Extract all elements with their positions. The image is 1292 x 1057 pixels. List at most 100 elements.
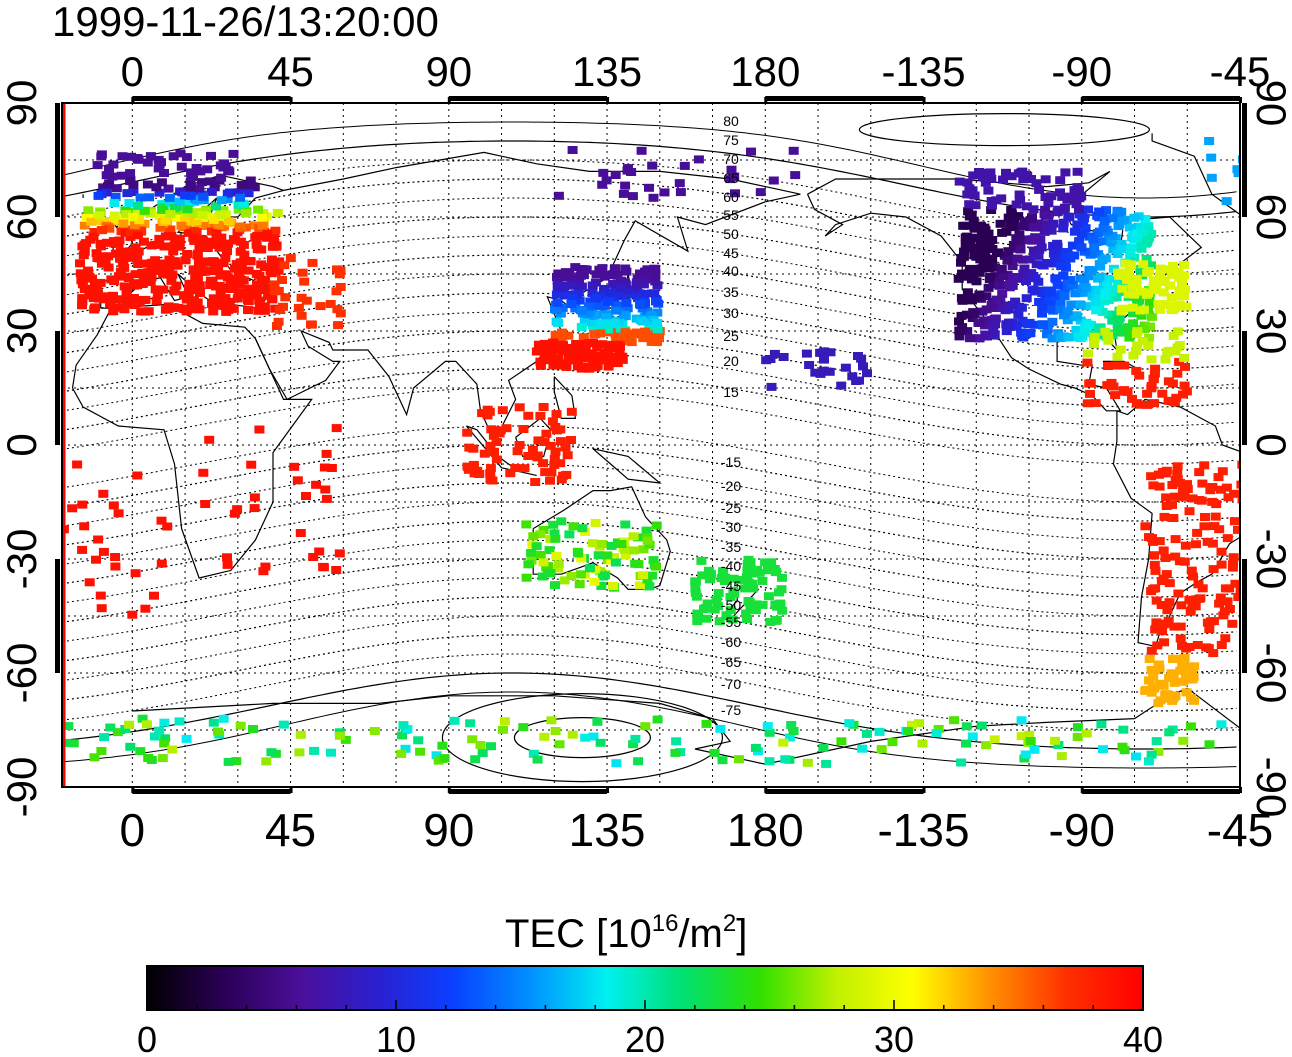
tec-cell	[1012, 234, 1023, 243]
tec-cell	[1069, 251, 1080, 260]
tec-cell	[163, 304, 174, 313]
tec-cell	[1200, 513, 1210, 521]
contour-label: -55	[721, 614, 741, 630]
tec-cell	[1207, 483, 1218, 491]
tec-cell	[156, 559, 167, 568]
tec-cell	[985, 174, 996, 183]
tec-cell	[1026, 269, 1037, 278]
tec-cell	[1149, 399, 1160, 408]
tec-cell	[821, 759, 832, 768]
tec-cell	[1013, 310, 1024, 319]
tec-cell	[1246, 480, 1256, 488]
tec-cell	[1072, 220, 1083, 229]
tec-cell	[122, 189, 133, 198]
tec-cell	[1034, 297, 1045, 306]
tec-cell	[1216, 641, 1227, 649]
tec-cell	[956, 311, 967, 320]
tec-cell	[1178, 485, 1189, 494]
tec-cell	[576, 323, 587, 331]
tec-cell	[1117, 268, 1128, 277]
tec-cell	[176, 221, 187, 230]
tec-cell	[591, 270, 602, 279]
left-lat-label: -30	[0, 529, 45, 590]
tec-cell	[1144, 299, 1155, 308]
tec-cell	[597, 540, 608, 548]
tec-cell	[649, 272, 660, 281]
tec-cell	[185, 191, 196, 200]
tec-cell	[193, 258, 204, 267]
tec-cell	[967, 314, 978, 322]
tec-cell	[532, 755, 543, 764]
tec-cell	[415, 747, 426, 756]
tec-cell	[335, 283, 346, 291]
tec-cell	[1147, 682, 1158, 691]
tec-cell	[1175, 655, 1186, 663]
tec-cell	[597, 180, 608, 189]
tec-cell	[142, 180, 153, 189]
tec-cell	[1172, 343, 1183, 352]
tec-cell	[151, 183, 162, 192]
frame-bar-bottom	[1081, 789, 1240, 794]
tec-cell	[1227, 619, 1238, 628]
tec-cell	[535, 411, 546, 420]
tec-cell	[903, 727, 914, 736]
mlat-contour-ring	[441, 692, 724, 783]
tec-cell	[1134, 371, 1145, 380]
tec-cell	[121, 210, 132, 219]
tec-cell	[521, 520, 532, 529]
tec-cell	[194, 184, 205, 193]
tec-cell	[1143, 222, 1154, 231]
tec-cell	[1182, 480, 1192, 489]
tec-cell	[652, 308, 663, 317]
contour-label: -35	[721, 539, 741, 555]
tec-cell	[607, 270, 618, 279]
tec-cell	[701, 719, 712, 728]
frame-tick	[922, 787, 926, 793]
tec-cell	[167, 257, 178, 266]
tec-cell	[252, 245, 263, 254]
tec-cell	[977, 232, 987, 241]
tec-cell	[494, 429, 505, 438]
tec-cell	[128, 212, 139, 221]
tec-cell	[1121, 275, 1132, 284]
tec-cell	[1042, 330, 1052, 339]
tec-cell	[726, 165, 737, 174]
tec-cell	[1233, 593, 1240, 601]
tec-cell	[1028, 205, 1039, 214]
tec-cell	[704, 575, 715, 583]
tec-cell	[75, 259, 85, 268]
tec-cell	[67, 504, 78, 513]
tec-cell	[720, 573, 731, 582]
tec-cell	[220, 254, 231, 263]
tec-cell	[396, 749, 407, 758]
tec-cell	[566, 347, 577, 356]
tec-cell	[181, 153, 192, 162]
tec-cell	[1186, 668, 1197, 676]
top-lon-label: 0	[121, 48, 144, 95]
tec-cell	[996, 194, 1007, 203]
tec-cell	[1137, 271, 1147, 280]
tec-cell	[1105, 288, 1116, 297]
tec-cell	[1192, 641, 1203, 649]
tec-cell	[259, 306, 270, 315]
tec-cell	[318, 563, 329, 572]
tec-cell	[89, 305, 100, 314]
tec-cell	[580, 345, 591, 354]
tec-cell	[765, 617, 776, 626]
tec-cell	[1154, 664, 1165, 673]
tec-cell	[1144, 533, 1154, 542]
tec-cell	[1059, 203, 1070, 212]
tec-cell	[129, 281, 139, 290]
tec-cell	[549, 460, 560, 469]
tec-cell	[133, 202, 144, 210]
tec-cell	[165, 225, 176, 234]
tec-cell	[1055, 305, 1066, 314]
bottom-lon-label: 0	[120, 804, 146, 856]
tec-cell	[1111, 293, 1122, 301]
tec-cell	[1179, 285, 1190, 294]
tec-cell	[1021, 202, 1032, 211]
tec-cell	[1052, 281, 1063, 290]
tec-cell	[583, 339, 594, 348]
tec-cell	[954, 326, 965, 335]
tec-cell	[711, 595, 722, 604]
